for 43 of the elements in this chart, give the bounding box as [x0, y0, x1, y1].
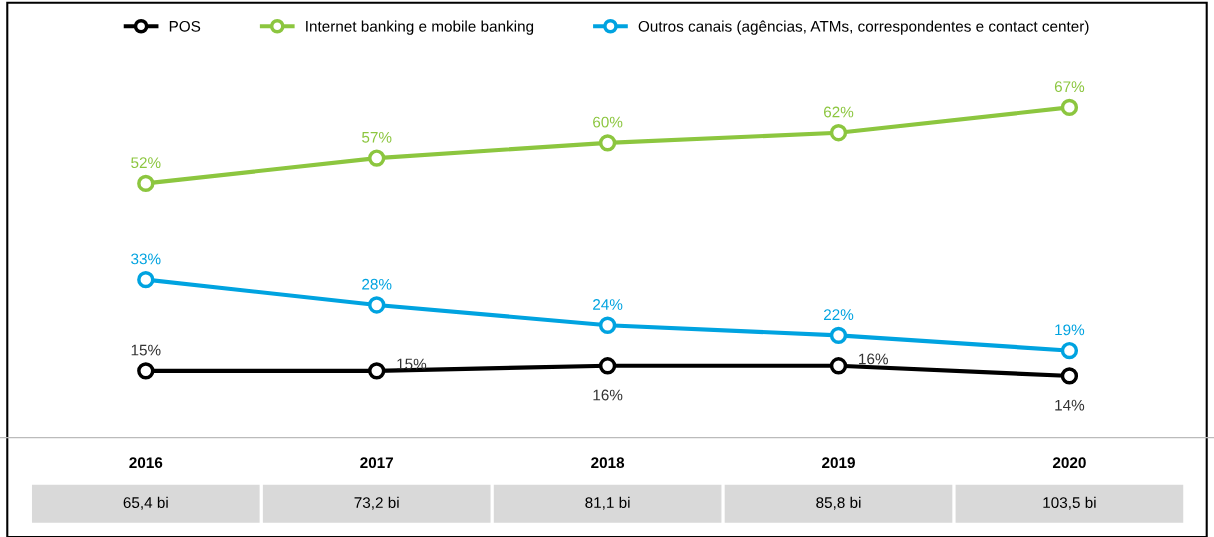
- legend-label: Outros canais (agências, ATMs, correspondentes e contact center): [638, 20, 1089, 35]
- data-label: 52%: [131, 157, 161, 169]
- point: [1060, 341, 1079, 360]
- point: [598, 134, 617, 152]
- text: 103,5 bi: [1043, 496, 1096, 510]
- point: [1060, 98, 1079, 117]
- x-tick-label: 2017: [360, 457, 394, 469]
- data-label: 15%: [131, 344, 161, 356]
- data-label: 28%: [362, 278, 392, 290]
- point: [368, 149, 386, 167]
- data-label: 15%: [397, 358, 427, 370]
- data-label: 62%: [824, 106, 854, 118]
- point: [829, 357, 848, 375]
- legend-label: Internet banking e mobile banking: [306, 20, 534, 35]
- data-label: 67%: [1054, 81, 1085, 93]
- data-label: 60%: [593, 116, 623, 128]
- data-label: 16%: [593, 389, 623, 401]
- point: [829, 326, 848, 345]
- text: 73,2 bi: [354, 496, 399, 510]
- x-tick-label: 2018: [591, 457, 625, 469]
- data-label: 14%: [1055, 399, 1085, 411]
- data-label: 19%: [1055, 324, 1085, 336]
- data-label: 22%: [823, 309, 854, 320]
- data-label: 24%: [593, 299, 623, 310]
- point: [598, 316, 617, 334]
- text: 65,4 bi: [123, 496, 168, 510]
- data-label: 16%: [859, 353, 888, 365]
- point: [137, 362, 155, 380]
- legend-label: POS: [169, 20, 201, 32]
- point: [829, 124, 848, 142]
- point: [368, 362, 386, 380]
- text: 85,8 bi: [816, 496, 861, 510]
- x-tick-label: 2020: [1052, 457, 1086, 469]
- x-tick-label: 2019: [822, 457, 855, 469]
- point: [368, 296, 386, 314]
- data-label: 57%: [362, 131, 392, 143]
- text: 81,1 bi: [585, 496, 630, 510]
- point: [1060, 367, 1079, 385]
- x-tick-label: 2016: [129, 457, 163, 469]
- point: [598, 357, 617, 375]
- point: [137, 270, 155, 289]
- point: [137, 174, 155, 193]
- data-label: 33%: [131, 253, 161, 265]
